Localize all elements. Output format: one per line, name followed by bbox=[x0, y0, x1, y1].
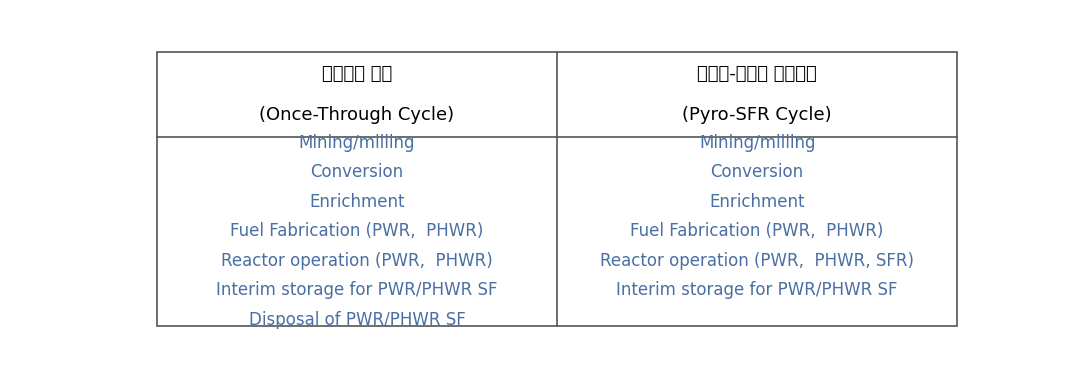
Text: Disposal of PWR/PHWR SF: Disposal of PWR/PHWR SF bbox=[249, 311, 465, 329]
Text: Enrichment: Enrichment bbox=[310, 193, 404, 211]
Text: (Pyro-SFR Cycle): (Pyro-SFR Cycle) bbox=[683, 106, 832, 124]
Text: 직접체분 주기: 직접체분 주기 bbox=[322, 65, 392, 83]
Text: 파이로-고속로 연계주기: 파이로-고속로 연계주기 bbox=[697, 65, 817, 83]
Text: Reactor operation (PWR,  PHWR): Reactor operation (PWR, PHWR) bbox=[221, 252, 492, 270]
Text: Interim storage for PWR/PHWR SF: Interim storage for PWR/PHWR SF bbox=[216, 281, 498, 299]
Text: Reactor operation (PWR,  PHWR, SFR): Reactor operation (PWR, PHWR, SFR) bbox=[600, 252, 914, 270]
Text: Interim storage for PWR/PHWR SF: Interim storage for PWR/PHWR SF bbox=[616, 281, 898, 299]
Text: (Once-Through Cycle): (Once-Through Cycle) bbox=[260, 106, 454, 124]
Text: Conversion: Conversion bbox=[311, 163, 403, 181]
Text: Enrichment: Enrichment bbox=[710, 193, 804, 211]
Text: Fuel Fabrication (PWR,  PHWR): Fuel Fabrication (PWR, PHWR) bbox=[230, 223, 484, 240]
Text: Mining/milling: Mining/milling bbox=[299, 134, 415, 152]
Text: Conversion: Conversion bbox=[711, 163, 803, 181]
Text: Fuel Fabrication (PWR,  PHWR): Fuel Fabrication (PWR, PHWR) bbox=[630, 223, 884, 240]
Text: Mining/milling: Mining/milling bbox=[699, 134, 815, 152]
